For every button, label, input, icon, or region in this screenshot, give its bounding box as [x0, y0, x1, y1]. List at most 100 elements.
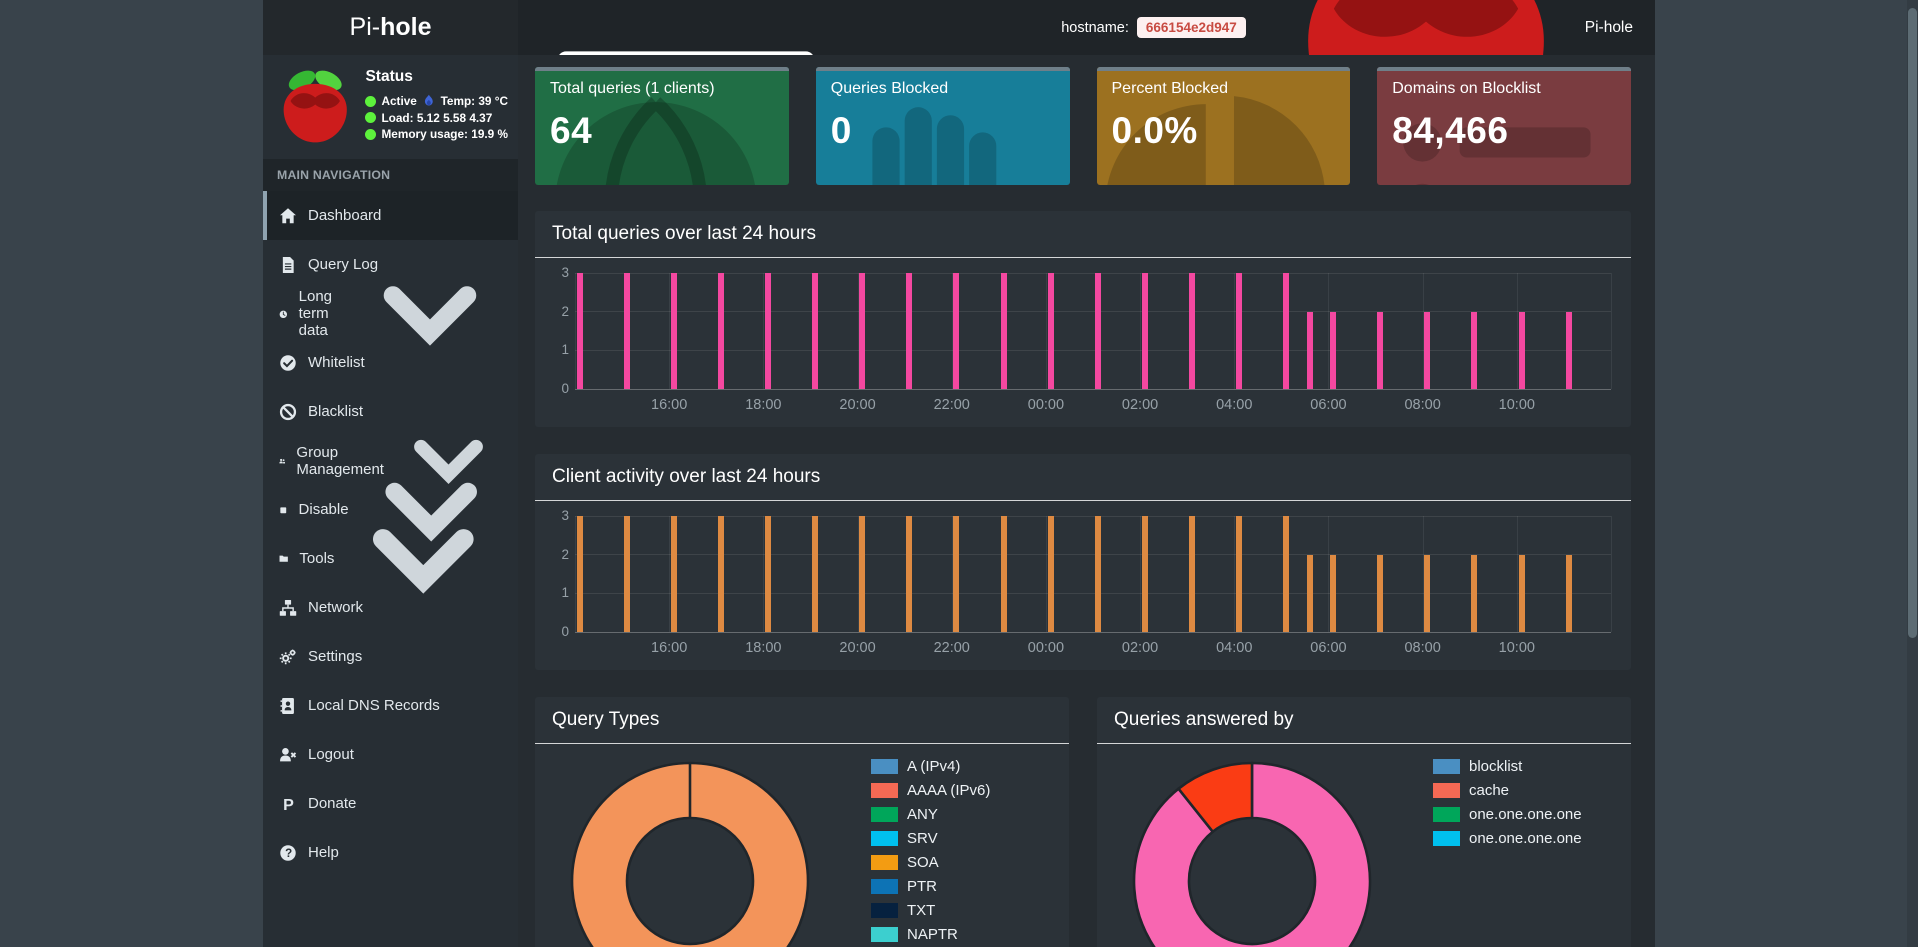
legend-item-soa[interactable]: SOA	[871, 854, 990, 871]
legend-item-txt[interactable]: TXT	[871, 902, 990, 919]
legend-label: AAAA (IPv6)	[907, 782, 991, 799]
queries-answered-by-legend: blocklist cache one.one.one.one one.one.one…	[1433, 756, 1582, 947]
legend-item-one-one-one-one[interactable]: one.one.one.one	[1433, 830, 1582, 847]
top-navbar: Pi-hole hostname: 666154e2d947 Pi-hole	[263, 0, 1655, 249]
temperature-icon	[422, 94, 436, 108]
sidebar-item-donate[interactable]: P Donate	[263, 779, 518, 828]
gridline	[763, 516, 765, 632]
sidebar-item-dashboard[interactable]: Dashboard	[263, 191, 518, 241]
gridline	[1140, 516, 1142, 632]
legend-item-blocklist[interactable]: blocklist	[1433, 758, 1582, 775]
sidebar-item-local-dns-records[interactable]: Local DNS Records	[263, 681, 518, 730]
gridline	[1328, 516, 1330, 632]
bar	[812, 516, 819, 632]
bar	[1377, 311, 1384, 389]
status-panel: Status Active Temp: 39 °C Load: 5.12 5.5…	[263, 55, 518, 159]
topbar-brand-link[interactable]: Pi-hole	[1584, 18, 1633, 36]
summary-card-domains-on-blocklist: Domains on Blocklist 84,466	[1377, 67, 1631, 185]
sidebar-item-long-term-data[interactable]: Long term data	[263, 286, 518, 346]
query-types-donut	[565, 756, 815, 947]
gridline	[575, 311, 1611, 313]
gridline	[575, 592, 1611, 594]
sidebar-item-blacklist[interactable]: Blacklist	[263, 387, 518, 436]
gridline	[575, 632, 1611, 633]
sidebar-item-label: Query Log	[308, 256, 379, 274]
status-temp-label: Temp: 39 °C	[440, 94, 508, 108]
app-logo[interactable]: Pi-hole	[263, 0, 518, 55]
bar	[576, 516, 583, 632]
sidebar-item-tools[interactable]: Tools	[263, 528, 518, 594]
status-title: Status	[365, 68, 413, 85]
y-axis-tick: 1	[561, 342, 569, 358]
panel-title-query-types: Query Types	[535, 697, 1069, 744]
x-axis-tick: 16:00	[651, 397, 688, 413]
legend-item-cache[interactable]: cache	[1433, 782, 1582, 799]
legend-item-srv[interactable]: SRV	[871, 830, 990, 847]
bar	[1000, 516, 1007, 632]
sidebar-item-label: Blacklist	[308, 403, 364, 421]
x-axis-tick: 16:00	[651, 640, 688, 656]
sidebar-item-group-management[interactable]: Group Management	[263, 436, 518, 485]
home-icon	[279, 207, 297, 225]
legend-swatch	[871, 927, 898, 942]
gridline	[1422, 273, 1424, 389]
status-row-memory: Memory usage: 19.9 %	[365, 126, 508, 143]
y-axis-tick: 3	[561, 265, 569, 280]
ban-icon	[279, 403, 297, 421]
bar	[670, 273, 677, 389]
bar-chart-plot: 3 2 1 0	[561, 265, 1612, 396]
sidebar-item-label: Local DNS Records	[308, 697, 440, 715]
chevron-down-icon	[345, 481, 502, 638]
svg-text:P: P	[283, 796, 294, 813]
gridline	[1516, 516, 1518, 632]
main-content: Total queries (1 clients) 64 Queries Block…	[518, 55, 1655, 947]
bar	[859, 273, 866, 389]
bar	[1141, 273, 1148, 389]
topbar: hostname: 666154e2d947 Pi-hole	[518, 0, 1655, 249]
sidebar-toggle-button[interactable]	[518, 0, 854, 249]
x-axis-tick: 00:00	[1027, 640, 1065, 656]
legend-item-any[interactable]: ANY	[871, 806, 990, 823]
legend-swatch	[871, 783, 898, 798]
legend-item-naptr[interactable]: NAPTR	[871, 926, 990, 943]
legend-item-ptr[interactable]: PTR	[871, 878, 990, 895]
chevron-down-icon	[360, 439, 502, 581]
bar	[1471, 554, 1478, 632]
legend-swatch	[871, 903, 898, 918]
x-axis-tick: 08:00	[1404, 397, 1441, 413]
gridline	[1611, 273, 1612, 389]
client-activity-chart: 3 2 1 0 16:00 18:00 20:00 22:00 00:00 02:00 04:00 0…	[535, 501, 1631, 670]
bar	[1188, 273, 1195, 389]
sidebar-item-settings[interactable]: Settings	[263, 632, 518, 681]
gridline	[575, 273, 576, 389]
legend-item-one-one-one-one[interactable]: one.one.one.one	[1433, 806, 1582, 823]
x-axis-tick: 04:00	[1216, 397, 1253, 413]
legend-item-aaaa-ipv6[interactable]: AAAA (IPv6)	[871, 782, 990, 799]
sidebar-item-whitelist[interactable]: Whitelist	[263, 338, 518, 387]
page-scrollbar	[1907, 0, 1918, 947]
sidebar-item-disable[interactable]: Disable	[263, 482, 518, 542]
status-dot-memory	[365, 128, 377, 140]
bar	[765, 273, 772, 389]
sidebar-item-logout[interactable]: Logout	[263, 730, 518, 779]
bar	[906, 516, 913, 632]
panel-total-queries: Total queries over last 24 hours 3 2 1 0 16:…	[535, 211, 1631, 427]
y-axis-tick: 2	[561, 546, 569, 562]
sidebar-item-network[interactable]: Network	[263, 583, 518, 632]
bar	[1565, 311, 1572, 389]
network-icon	[279, 599, 297, 617]
sidebar-item-help[interactable]: ? Help	[263, 828, 518, 877]
sidebar-item-label: Whitelist	[308, 354, 365, 372]
x-axis-tick: 18:00	[745, 397, 782, 413]
bar	[717, 516, 724, 632]
x-axis-tick: 06:00	[1310, 640, 1347, 656]
gridline	[1234, 273, 1236, 389]
bar	[906, 273, 913, 389]
x-axis-tick: 22:00	[933, 640, 970, 656]
scrollbar-thumb[interactable]	[1908, 8, 1917, 638]
sidebar-item-query-log[interactable]: Query Log	[263, 240, 518, 289]
legend-label: SRV	[907, 830, 938, 847]
legend-item-a-ipv4[interactable]: A (IPv4)	[871, 758, 990, 775]
bar	[812, 273, 819, 389]
x-axis-tick: 00:00	[1027, 397, 1065, 413]
